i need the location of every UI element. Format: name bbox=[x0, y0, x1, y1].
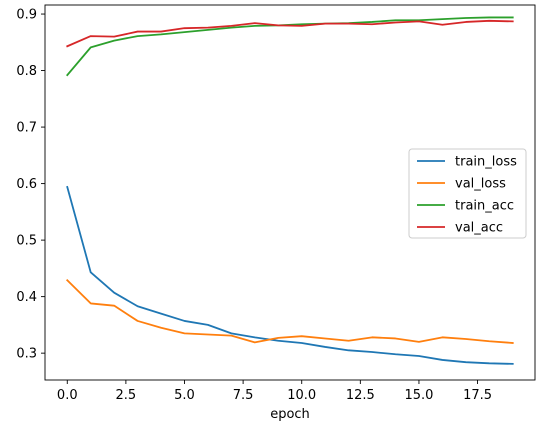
series-line-val_loss bbox=[65, 278, 514, 344]
y-tick-label: 0.9 bbox=[16, 8, 37, 23]
x-tick-label: 5.0 bbox=[174, 388, 195, 403]
series-line-train_loss bbox=[66, 185, 514, 365]
y-tick-label: 0.3 bbox=[16, 347, 37, 362]
x-tick-label: 15.0 bbox=[404, 388, 433, 403]
x-tick-label: 10.0 bbox=[287, 388, 316, 403]
x-tick-label: 12.5 bbox=[346, 388, 375, 403]
legend-frame bbox=[408, 148, 527, 239]
series-layer bbox=[65, 16, 514, 365]
axes-frame bbox=[44, 4, 536, 381]
y-tick-label: 0.8 bbox=[16, 64, 37, 79]
legend-label-train_loss: train_loss bbox=[455, 155, 517, 170]
legend-label-val_loss: val_loss bbox=[455, 177, 506, 192]
x-tick-label: 7.5 bbox=[233, 388, 254, 403]
y-tick-label: 0.7 bbox=[16, 121, 37, 136]
legend-label-val_acc: val_acc bbox=[455, 221, 503, 236]
x-tick-label: 2.5 bbox=[116, 388, 137, 403]
y-tick-label: 0.5 bbox=[16, 234, 37, 249]
legend-label-train_acc: train_acc bbox=[455, 199, 514, 214]
x-axis-label: epoch bbox=[270, 407, 310, 422]
legend: train_loss val_loss train_acc val_acc bbox=[408, 148, 527, 239]
axes-layer: 0.0 2.5 5.0 7.5 10.0 12.5 15.0 17.5 0.3 0.4 0.5 0.6… bbox=[16, 4, 536, 403]
x-tick-label: 17.5 bbox=[463, 388, 492, 403]
y-tick-label: 0.6 bbox=[16, 177, 37, 192]
series-line-val_acc bbox=[66, 19, 514, 48]
y-tick-label: 0.4 bbox=[16, 290, 37, 305]
x-tick-label: 0.0 bbox=[57, 388, 78, 403]
